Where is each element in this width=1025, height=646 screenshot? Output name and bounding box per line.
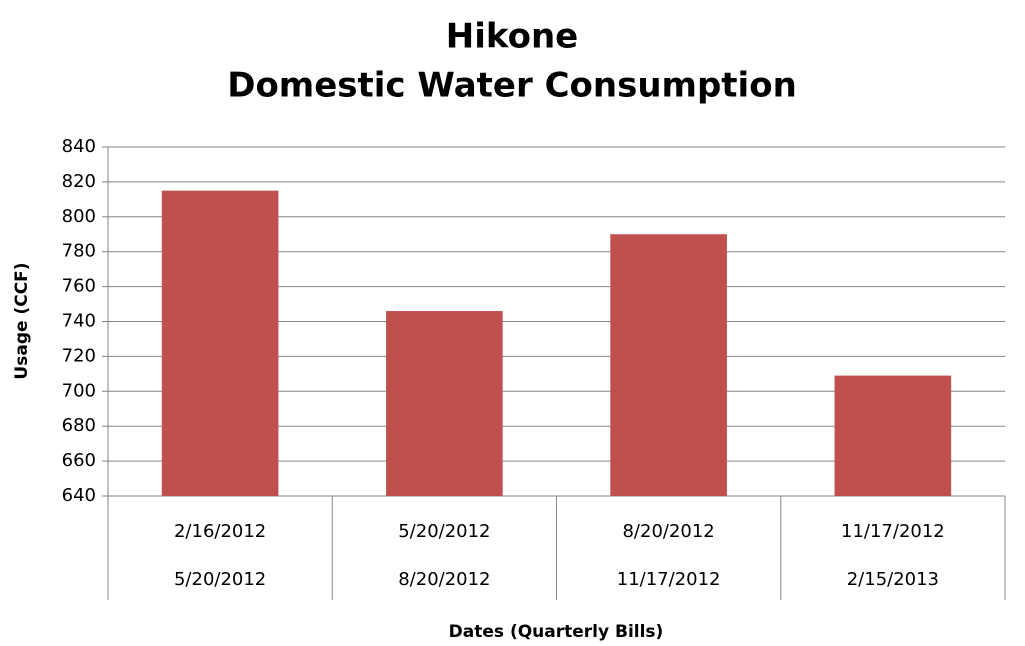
x-tick-label: 2/16/2012 [174, 521, 266, 542]
y-tick-label: 740 [62, 311, 96, 332]
bar [161, 190, 279, 496]
chart-title: Hikone [446, 17, 578, 57]
y-tick-label: 760 [62, 276, 96, 297]
x-tick-label: 8/20/2012 [398, 569, 490, 590]
y-tick-label: 660 [62, 450, 96, 471]
x-axis-title: Dates (Quarterly Bills) [449, 622, 664, 642]
x-tick-label: 8/20/2012 [622, 521, 714, 542]
y-tick-label: 680 [62, 415, 96, 436]
chart-title: Domestic Water Consumption [227, 66, 797, 106]
x-tick-label: 2/15/2013 [847, 569, 939, 590]
bar [834, 375, 952, 496]
y-tick-label: 780 [62, 241, 96, 262]
y-tick-label: 840 [62, 136, 96, 157]
bar [386, 311, 503, 496]
x-tick-label: 11/17/2012 [617, 569, 721, 590]
x-tick-label: 11/17/2012 [841, 521, 945, 542]
y-tick-label: 700 [62, 380, 96, 401]
y-tick-label: 820 [62, 171, 96, 192]
bar [610, 234, 727, 496]
y-axis-title: Usage (CCF) [12, 262, 32, 379]
y-tick-label: 800 [62, 206, 96, 227]
x-tick-label: 5/20/2012 [174, 569, 266, 590]
x-tick-label: 5/20/2012 [398, 521, 490, 542]
y-tick-label: 640 [62, 485, 96, 506]
y-tick-label: 720 [62, 345, 96, 366]
